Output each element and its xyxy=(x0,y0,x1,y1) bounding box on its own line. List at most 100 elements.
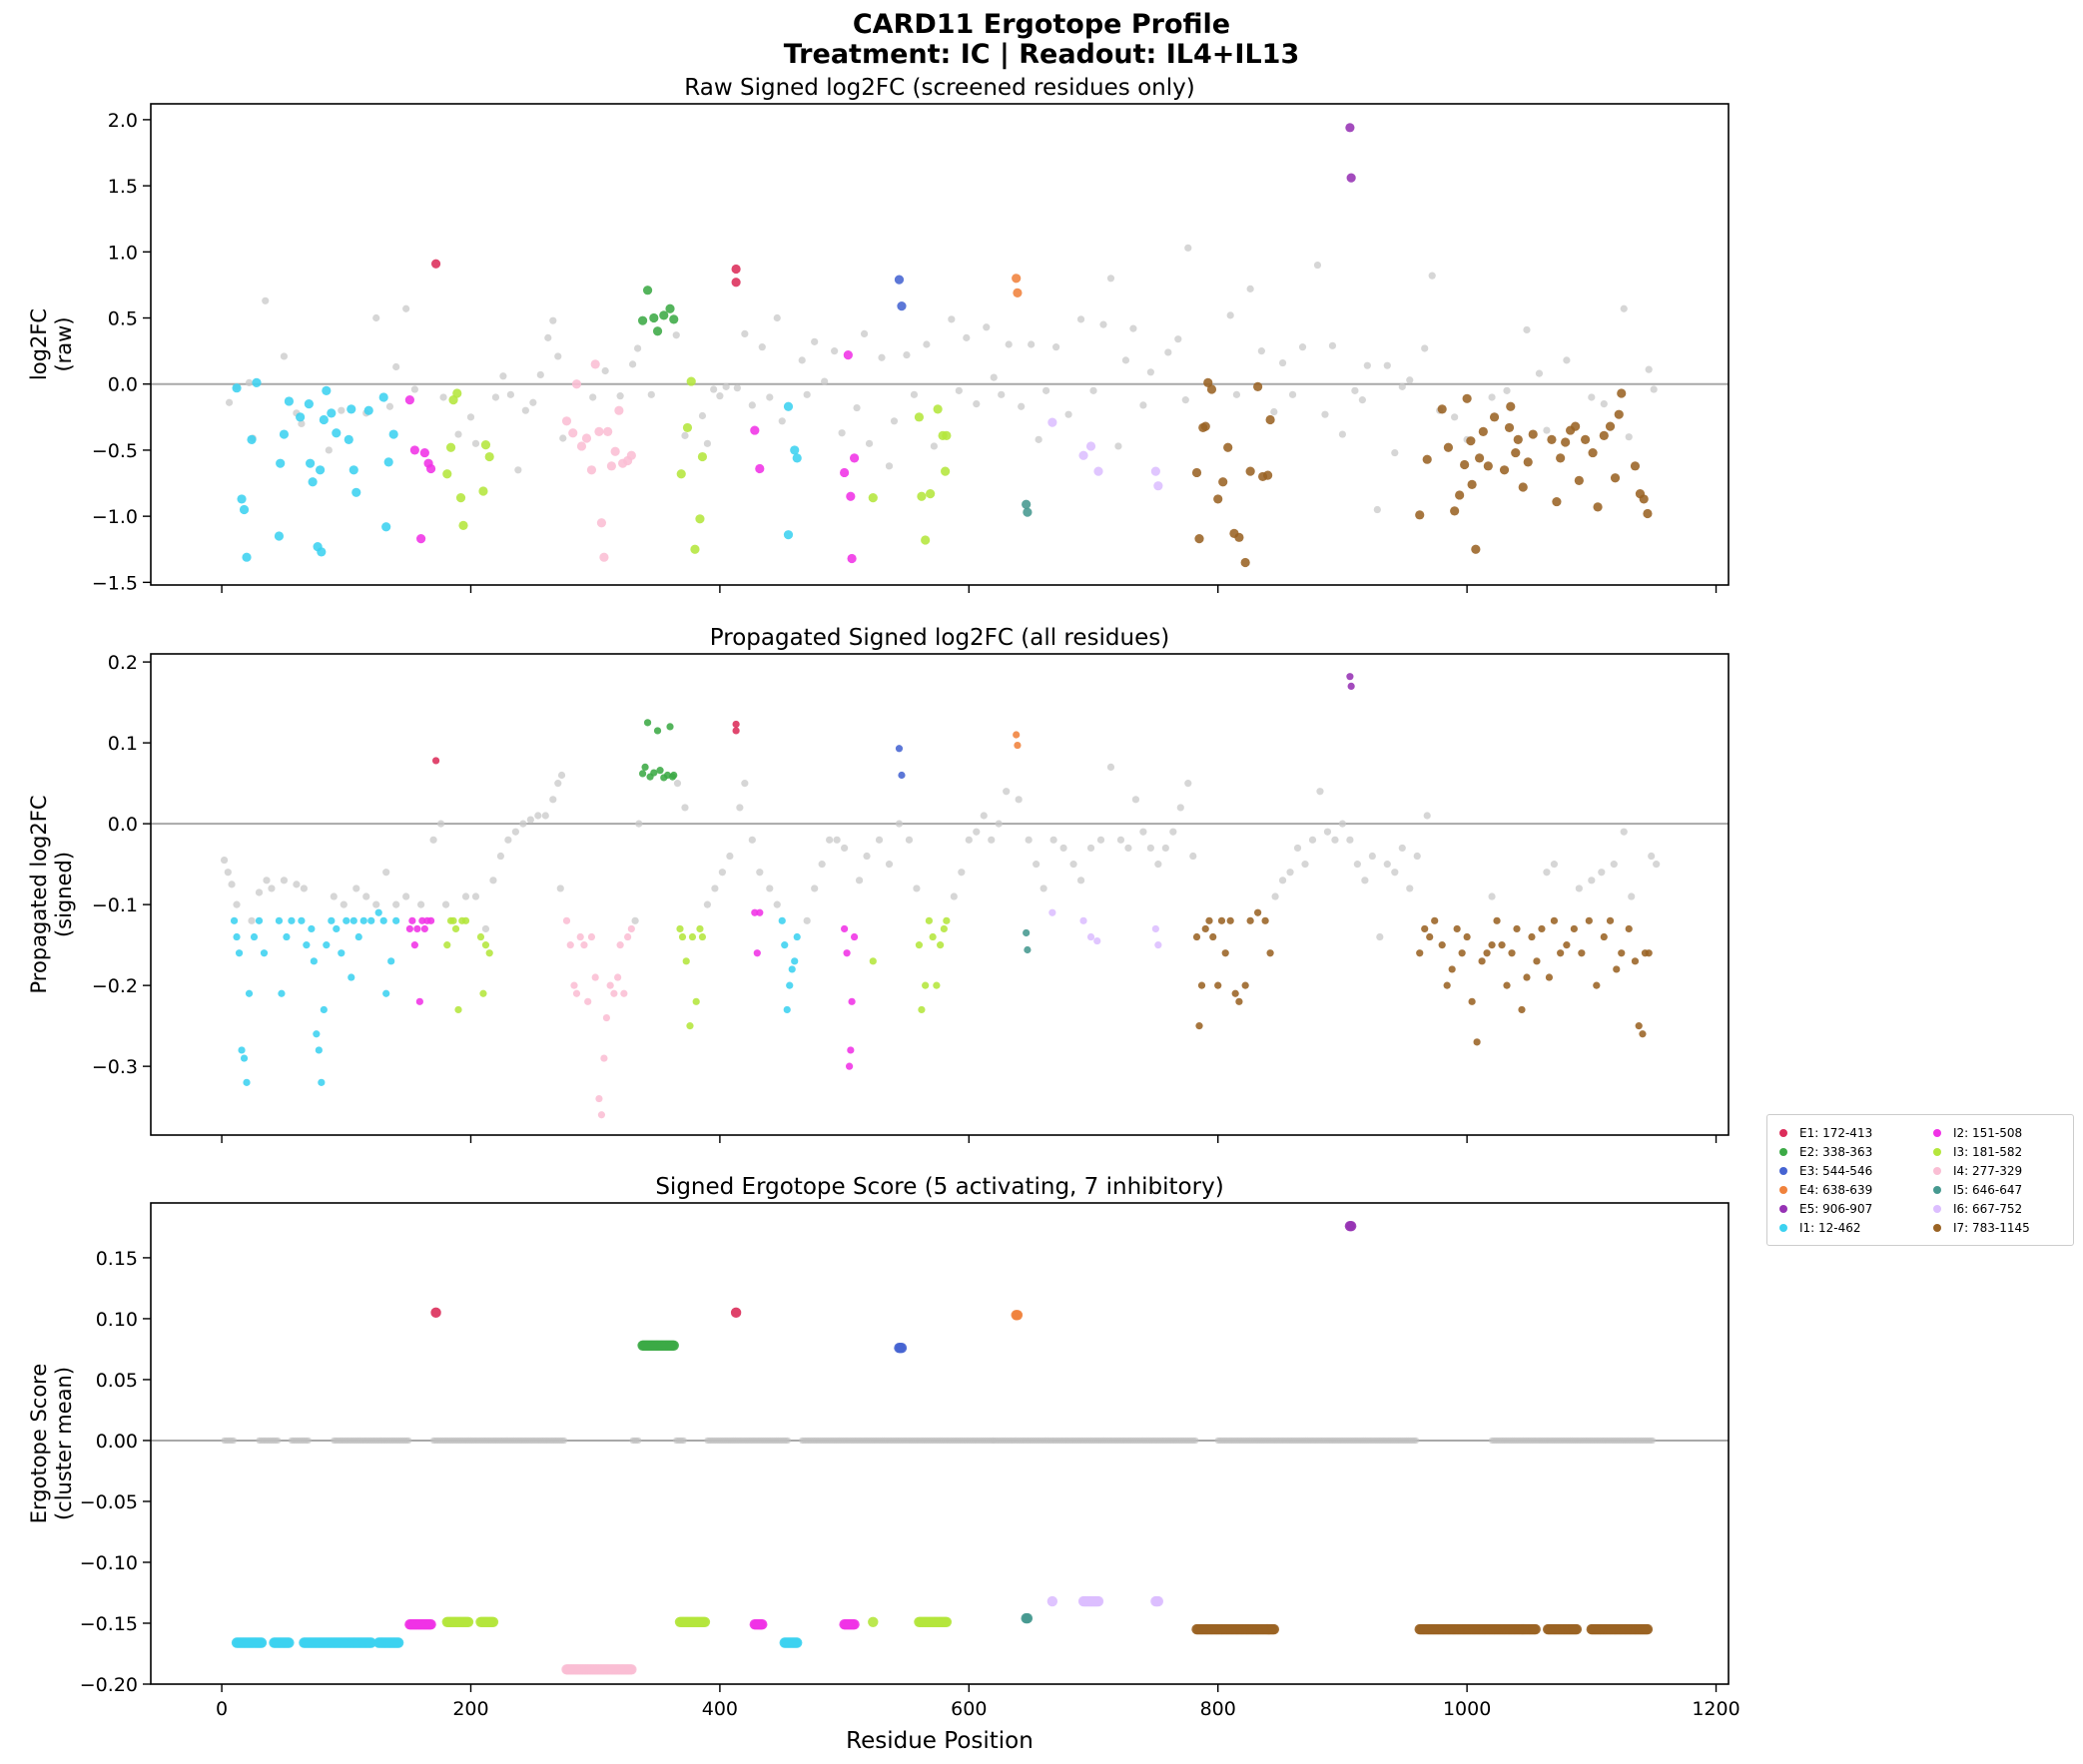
background-point xyxy=(905,836,914,844)
point-i4 xyxy=(586,465,597,475)
point-i2 xyxy=(751,908,759,916)
background-point xyxy=(1181,396,1189,404)
point-i7 xyxy=(1254,908,1262,916)
point-i2 xyxy=(419,447,429,458)
point-i7 xyxy=(1483,949,1491,957)
background-point xyxy=(1025,836,1033,844)
point-i7 xyxy=(1453,924,1461,933)
point-i3 xyxy=(443,941,451,949)
point-i7 xyxy=(1578,949,1586,957)
point-i2 xyxy=(847,553,857,564)
legend-marker xyxy=(1933,1223,1941,1232)
point-i4 xyxy=(594,426,604,436)
background-point xyxy=(965,836,973,844)
point-i7 xyxy=(1223,442,1233,452)
point-i5 xyxy=(1023,928,1031,937)
background-point xyxy=(392,362,400,371)
point-i7 xyxy=(1235,997,1243,1005)
background-point xyxy=(300,884,308,892)
legend-item-i6: I6: 667-752 xyxy=(1929,1199,2079,1218)
background-point xyxy=(1503,386,1511,394)
point-i1 xyxy=(308,924,316,933)
background-point xyxy=(1051,343,1060,351)
point-i4 xyxy=(576,441,587,451)
point-i7 xyxy=(1226,916,1234,924)
point-i4 xyxy=(596,518,607,528)
legend-marker xyxy=(1933,1166,1941,1175)
panel-1: 2.0 1.5 1.0 0.5 0.0 −0.5 −1.0 −1.5 Raw Signed lo… xyxy=(27,75,1730,594)
background-point xyxy=(1649,1437,1657,1445)
point-i1 xyxy=(284,396,295,406)
x-tick-label: 200 xyxy=(452,1698,488,1720)
x-tick-label: 0 xyxy=(216,1698,228,1720)
x-tick-label: 1200 xyxy=(1692,1698,1739,1720)
background-point xyxy=(268,884,276,892)
background-point xyxy=(1351,386,1359,394)
point-i7 xyxy=(1593,502,1603,512)
legend-item-i3: I3: 181-582 xyxy=(1929,1142,2079,1161)
background-point xyxy=(647,390,655,398)
background-point xyxy=(1298,343,1307,351)
point-i7 xyxy=(1498,941,1506,949)
point-e5 xyxy=(1346,173,1356,183)
point-i1 xyxy=(783,1005,791,1014)
score-point-i3 xyxy=(941,1616,953,1627)
background-point xyxy=(280,877,289,884)
background-point xyxy=(973,828,981,836)
point-i3 xyxy=(692,997,700,1005)
background-point xyxy=(1169,828,1177,836)
point-i1 xyxy=(242,552,252,562)
background-point xyxy=(1124,844,1132,853)
background-point xyxy=(1373,505,1381,514)
background-point xyxy=(1015,796,1023,804)
point-i4 xyxy=(616,941,624,949)
background-point xyxy=(385,402,394,410)
background-point xyxy=(1035,435,1042,443)
point-i1 xyxy=(359,916,367,924)
background-point xyxy=(1331,836,1339,844)
point-i7 xyxy=(1195,1022,1203,1030)
axes-frame xyxy=(150,653,1730,1136)
background-point xyxy=(756,869,764,877)
background-point xyxy=(1353,861,1361,869)
background-point xyxy=(534,812,542,820)
background-point xyxy=(1361,877,1369,884)
background-point xyxy=(1293,844,1302,853)
legend-marker xyxy=(1779,1166,1787,1175)
point-i1 xyxy=(367,916,375,924)
point-i4 xyxy=(610,989,618,997)
y-tick-label: 1.0 xyxy=(108,242,138,264)
background-point xyxy=(402,892,410,900)
point-i7 xyxy=(1191,467,1202,478)
legend-label: E4: 638-639 xyxy=(1799,1182,1873,1197)
background-point xyxy=(340,900,347,908)
point-e2 xyxy=(643,719,652,727)
point-i6 xyxy=(1079,916,1087,924)
y-axis: 0.15 0.10 0.05 0.00 −0.05 −0.10 −0.15 −0.20 xyxy=(80,1248,151,1696)
point-i7 xyxy=(1240,557,1250,568)
background-point xyxy=(1543,426,1551,434)
point-i7 xyxy=(1600,932,1608,941)
background-point xyxy=(773,900,781,908)
background-point xyxy=(499,372,507,380)
y-axis: 2.0 1.5 1.0 0.5 0.0 −0.5 −1.0 −1.5 xyxy=(92,110,151,594)
point-i7 xyxy=(1489,412,1500,422)
point-i4 xyxy=(614,405,624,415)
background-point xyxy=(245,378,254,387)
axes-frame xyxy=(150,103,1730,586)
point-i1 xyxy=(383,457,393,467)
background-point xyxy=(826,836,834,844)
x-tick-label: 800 xyxy=(1200,1698,1236,1720)
panel-2: 0.2 0.1 0.0 −0.1 −0.2 −0.3 Propagated Signed l… xyxy=(27,625,1730,1143)
score-point-i2 xyxy=(757,1619,768,1630)
point-i1 xyxy=(328,916,336,924)
point-i3 xyxy=(452,388,462,398)
point-i2 xyxy=(410,941,418,949)
background-point xyxy=(280,352,289,360)
background-point xyxy=(262,296,270,304)
background-point xyxy=(990,373,998,381)
background-point xyxy=(504,836,512,844)
background-point xyxy=(1146,368,1154,376)
point-i6 xyxy=(1048,908,1056,916)
